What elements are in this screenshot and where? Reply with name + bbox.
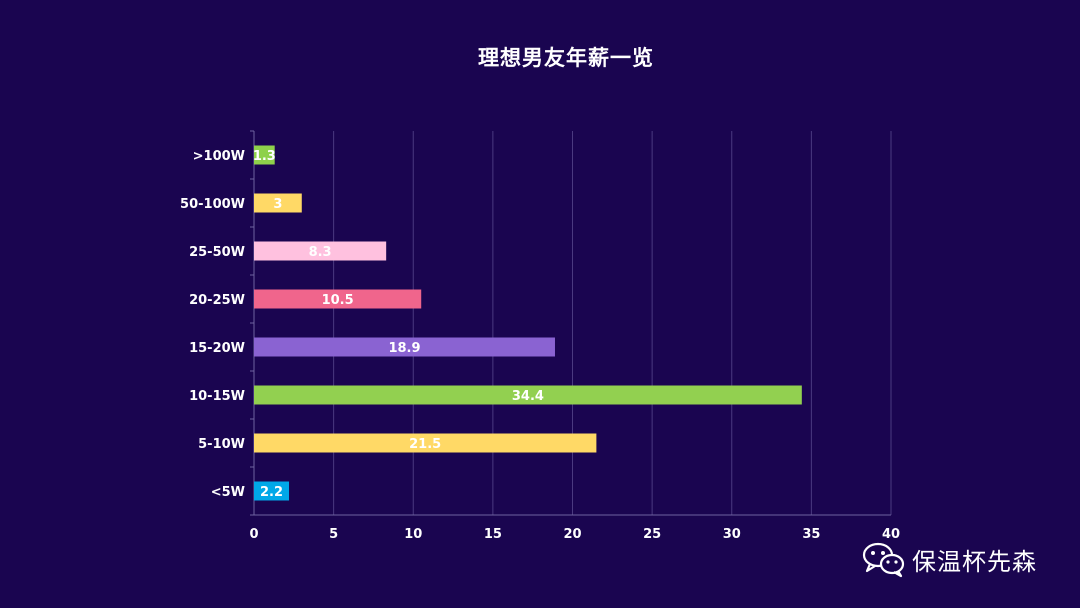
category-label: 15-20W (189, 341, 245, 356)
data-label: 8.3 (309, 245, 332, 260)
watermark: 保温杯先森 (862, 540, 1037, 578)
bar (254, 385, 802, 405)
watermark-text: 保温杯先森 (912, 547, 1037, 576)
bar (254, 481, 290, 501)
x-tick-label: 5 (329, 527, 338, 542)
x-tick-label: 25 (643, 527, 661, 542)
bar (254, 433, 597, 453)
data-label: 21.5 (409, 437, 441, 452)
data-label: 18.9 (388, 341, 420, 356)
x-tick-label: 20 (563, 527, 581, 542)
bar (254, 289, 422, 309)
data-label: 10.5 (322, 293, 354, 308)
data-label: 2.2 (260, 485, 283, 500)
category-label: 25-50W (189, 245, 245, 260)
category-label: 5-10W (198, 437, 245, 452)
chart-title: 理想男友年薪一览 (478, 46, 654, 70)
bar (254, 193, 302, 213)
bar (254, 337, 555, 357)
category-label: 10-15W (189, 389, 245, 404)
category-label: <5W (211, 485, 245, 500)
x-tick-label: 15 (484, 527, 502, 542)
x-tick-label: 35 (802, 527, 820, 542)
x-tick-label: 30 (723, 527, 741, 542)
x-tick-label: 10 (404, 527, 422, 542)
data-label: 3 (273, 197, 282, 212)
category-label: >100W (193, 149, 245, 164)
category-label: 50-100W (180, 197, 245, 212)
x-tick-label: 0 (249, 527, 258, 542)
wechat-icon (862, 542, 905, 578)
category-label: 20-25W (189, 293, 245, 308)
data-label: 1.3 (253, 149, 276, 164)
data-label: 34.4 (512, 389, 544, 404)
bar (254, 241, 387, 261)
x-tick-label: 40 (882, 527, 900, 542)
bar (254, 145, 275, 165)
